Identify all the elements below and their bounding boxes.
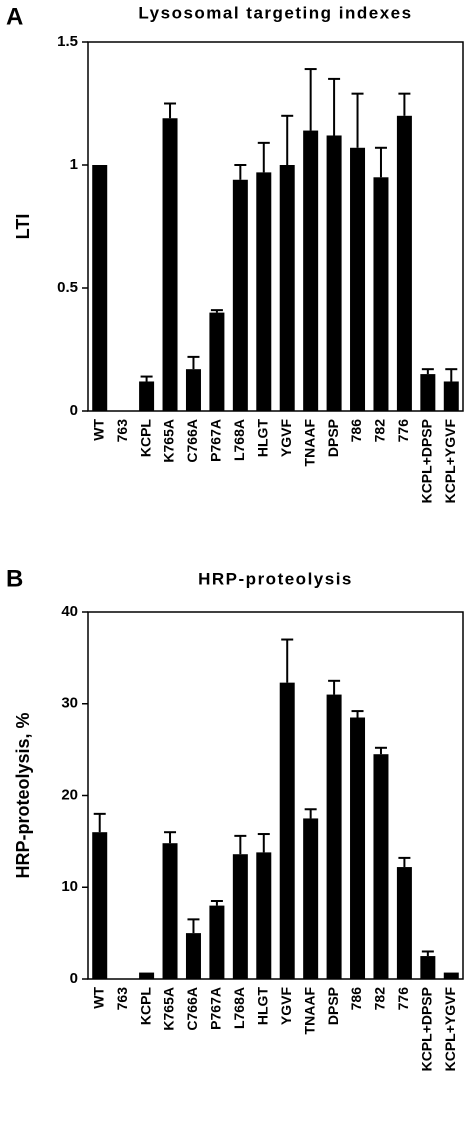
y-tick-label: 1: [70, 156, 78, 173]
x-tick-label: WT: [90, 987, 106, 1009]
bar: [279, 682, 295, 979]
x-tick-label: L768A: [231, 987, 247, 1029]
x-tick-label: 782: [372, 419, 388, 443]
bar: [420, 956, 436, 979]
x-tick-label: DPSP: [325, 419, 341, 457]
x-tick-label: KCPL+YGVF: [442, 987, 458, 1072]
bar: [185, 933, 201, 979]
x-tick-label: 786: [348, 419, 364, 443]
x-tick-label: YGVF: [278, 987, 294, 1026]
y-tick-label: 20: [61, 786, 78, 803]
bar: [303, 130, 319, 411]
bar: [326, 135, 342, 412]
x-tick-label: HLGT: [254, 419, 270, 458]
x-tick-label: TNAAF: [301, 987, 317, 1035]
bar: [279, 165, 295, 411]
bar: [373, 754, 389, 979]
x-tick-label: YGVF: [278, 419, 294, 458]
x-tick-label: 763: [114, 987, 130, 1011]
chart-title: HRP-proteolysis: [198, 569, 353, 588]
bar: [162, 843, 178, 979]
x-tick-label: L768A: [231, 419, 247, 461]
panel-label: A: [6, 3, 23, 30]
x-tick-label: KCPL: [137, 419, 153, 458]
x-tick-label: 786: [348, 987, 364, 1011]
bar: [209, 312, 225, 411]
y-tick-label: 0: [70, 402, 78, 419]
y-tick-label: 30: [61, 695, 78, 712]
x-tick-label: C766A: [184, 419, 200, 463]
x-tick-label: DPSP: [325, 987, 341, 1025]
x-tick-label: HLGT: [254, 987, 270, 1026]
bar: [443, 381, 459, 411]
x-tick-label: KCPL+DPSP: [419, 419, 435, 503]
y-tick-label: 0: [70, 970, 78, 987]
bar: [209, 905, 225, 979]
x-tick-label: 776: [395, 987, 411, 1011]
x-tick-label: KCPL+DPSP: [419, 987, 435, 1071]
x-tick-label: TNAAF: [301, 419, 317, 467]
x-tick-label: K765A: [161, 419, 177, 463]
bar: [443, 972, 459, 979]
bar: [303, 818, 319, 979]
x-tick-label: K765A: [161, 987, 177, 1031]
y-tick-label: 40: [61, 603, 78, 620]
x-tick-label: KCPL+YGVF: [442, 419, 458, 504]
bar: [139, 972, 155, 979]
y-tick-label: 10: [61, 878, 78, 895]
bar: [185, 369, 201, 411]
x-tick-label: WT: [90, 419, 106, 441]
bar: [139, 381, 155, 411]
bar: [396, 115, 412, 412]
bar: [350, 717, 366, 979]
bar: [396, 867, 412, 979]
x-tick-label: KCPL: [137, 987, 153, 1026]
bar: [92, 832, 108, 979]
x-tick-label: 763: [114, 419, 130, 443]
plot-frame: [87, 41, 464, 412]
bar: [162, 118, 178, 411]
x-tick-label: 782: [372, 987, 388, 1011]
y-axis-label: LTI: [13, 214, 33, 240]
x-tick-label: P767A: [208, 419, 224, 462]
bar: [373, 177, 389, 411]
bar: [420, 374, 436, 411]
x-tick-label: P767A: [208, 987, 224, 1030]
x-tick-label: 776: [395, 419, 411, 443]
bar: [256, 852, 272, 979]
y-tick-label: 0.5: [57, 279, 78, 296]
bar: [92, 165, 108, 411]
y-axis-label: HRP-proteolysis, %: [13, 712, 33, 878]
bar: [232, 179, 248, 411]
bar: [232, 854, 248, 979]
panel-label: B: [6, 565, 23, 592]
chart-title: Lysosomal targeting indexes: [138, 3, 412, 22]
bar: [350, 147, 366, 411]
x-tick-label: C766A: [184, 987, 200, 1031]
bar: [326, 694, 342, 979]
bar: [256, 172, 272, 411]
y-tick-label: 1.5: [57, 33, 78, 50]
